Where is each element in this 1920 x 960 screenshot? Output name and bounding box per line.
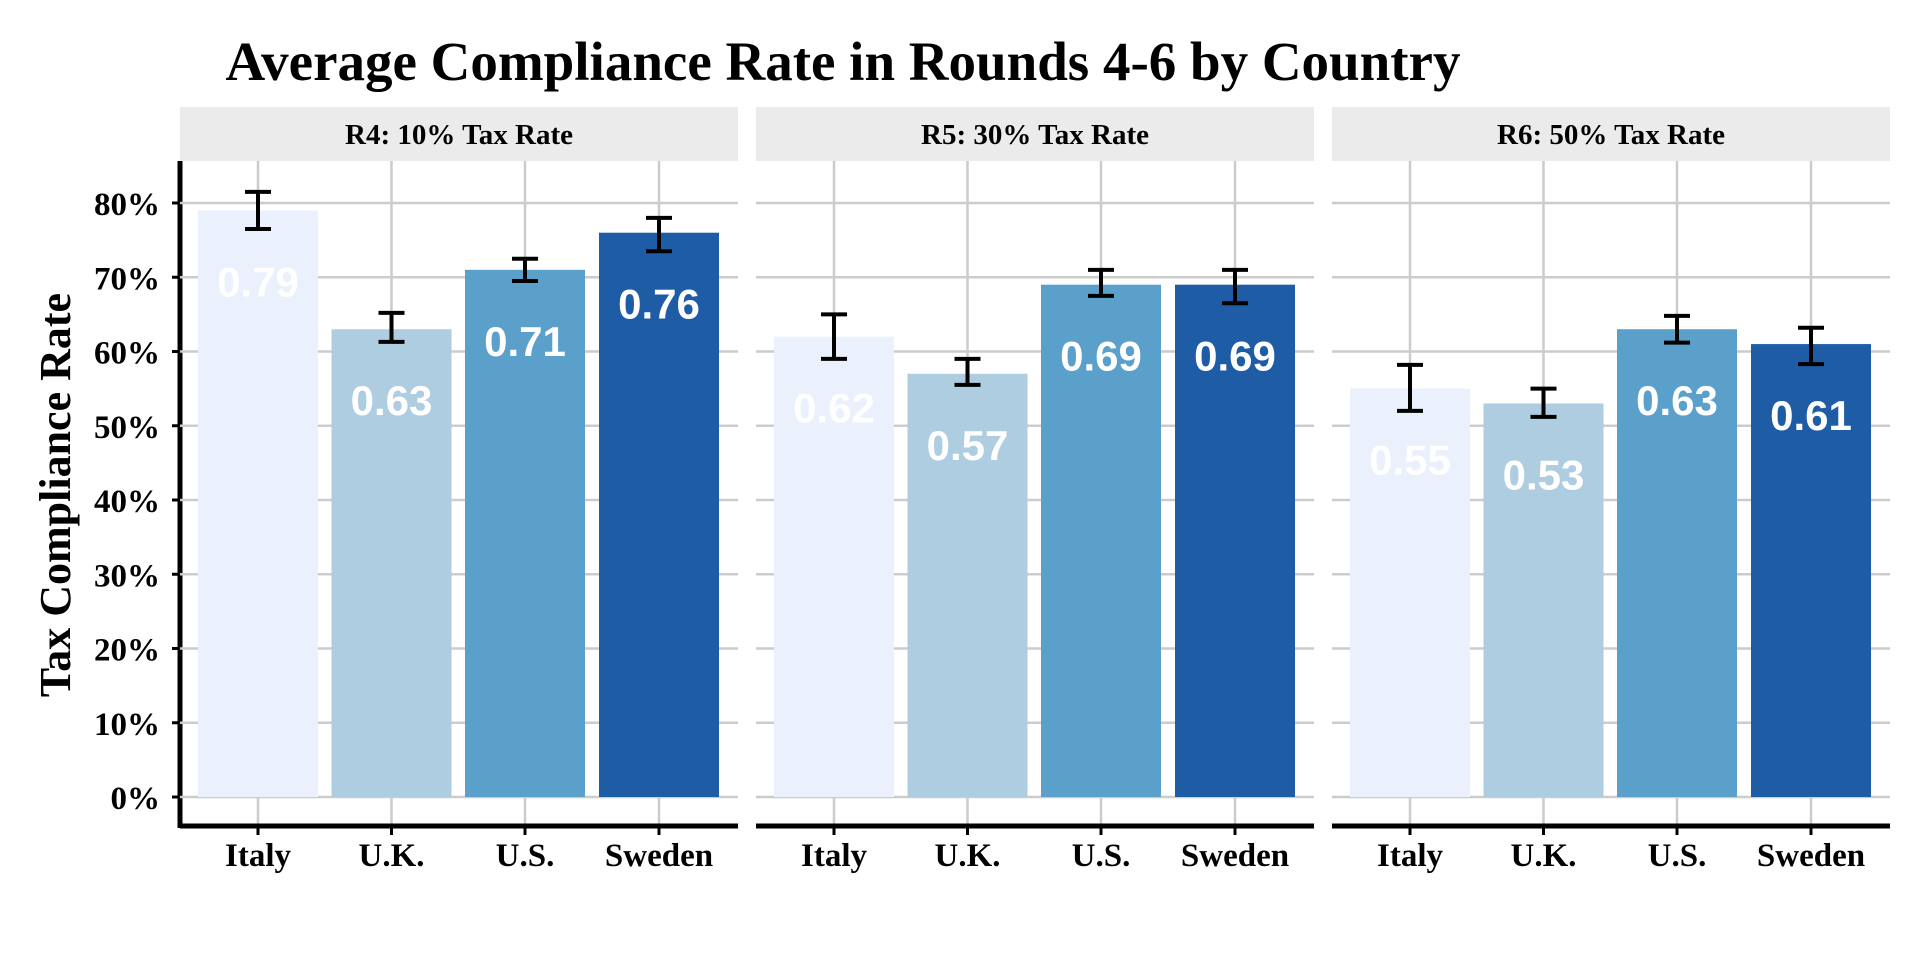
plot-area: 0% 10% 20% 30% 40% 50% 60% 70% 80% R4: 10% Tax Ra… [94, 107, 1890, 874]
bar-sweden [599, 232, 719, 797]
bar-value-label: 0.61 [1770, 392, 1852, 439]
facet-strip [1332, 107, 1890, 161]
x-tick-label: Sweden [1757, 838, 1865, 874]
facet-strip-label: R6: 50% Tax Rate [1497, 119, 1725, 151]
bar-value-label: 0.76 [618, 281, 700, 328]
y-tick-label: 10% [94, 707, 160, 743]
facet-strip [756, 107, 1314, 161]
x-tick-label: U.K. [1511, 838, 1577, 874]
y-tick-label: 50% [94, 410, 160, 446]
x-tick-label: U.S. [1648, 838, 1707, 874]
bar-sweden [1175, 284, 1295, 797]
bar-value-label: 0.57 [927, 422, 1009, 469]
bar-value-label: 0.62 [793, 385, 875, 432]
bar-italy [774, 336, 894, 797]
bar-italy [198, 210, 318, 798]
x-tick-label: U.K. [359, 838, 425, 874]
x-tick-label: Sweden [605, 838, 713, 874]
x-tick-label: Sweden [1181, 838, 1289, 874]
y-tick-label: 20% [94, 633, 160, 669]
y-tick-label: 0% [111, 781, 161, 817]
bar-value-label: 0.71 [484, 318, 566, 365]
y-tick-label: 60% [94, 336, 160, 372]
bar-value-label: 0.69 [1060, 333, 1142, 380]
bar-value-label: 0.55 [1369, 437, 1451, 484]
y-tick-label: 70% [94, 261, 160, 297]
y-axis-label: Tax Compliance Rate [31, 293, 80, 697]
y-tick-label: 30% [94, 558, 160, 594]
bar-value-label: 0.69 [1194, 333, 1276, 380]
x-tick-label: Italy [1377, 838, 1444, 874]
x-tick-label: U.S. [1072, 838, 1131, 874]
bar-us [1617, 329, 1737, 797]
facet-strip-label: R4: 10% Tax Rate [345, 119, 573, 151]
bar-value-label: 0.63 [351, 377, 433, 424]
bar-us [1041, 284, 1161, 797]
facet-strip-label: R5: 30% Tax Rate [921, 119, 1149, 151]
bar-uk [331, 329, 452, 797]
bar-value-label: 0.63 [1636, 377, 1718, 424]
x-tick-label: Italy [801, 838, 868, 874]
y-tick-label: 80% [94, 187, 160, 223]
chart-title: Average Compliance Rate in Rounds 4-6 by… [226, 31, 1461, 92]
bar-sweden [1751, 344, 1871, 797]
bar-uk [1483, 403, 1604, 797]
bar-us [465, 269, 585, 797]
facet-strip [180, 107, 738, 161]
y-tick-label: 40% [94, 484, 160, 520]
x-tick-label: U.S. [496, 838, 555, 874]
bar-uk [907, 373, 1028, 797]
bar-value-label: 0.53 [1503, 451, 1585, 498]
x-tick-label: U.K. [935, 838, 1001, 874]
bar-value-label: 0.79 [217, 258, 299, 305]
bar-italy [1350, 388, 1470, 797]
x-tick-label: Italy [225, 838, 292, 874]
